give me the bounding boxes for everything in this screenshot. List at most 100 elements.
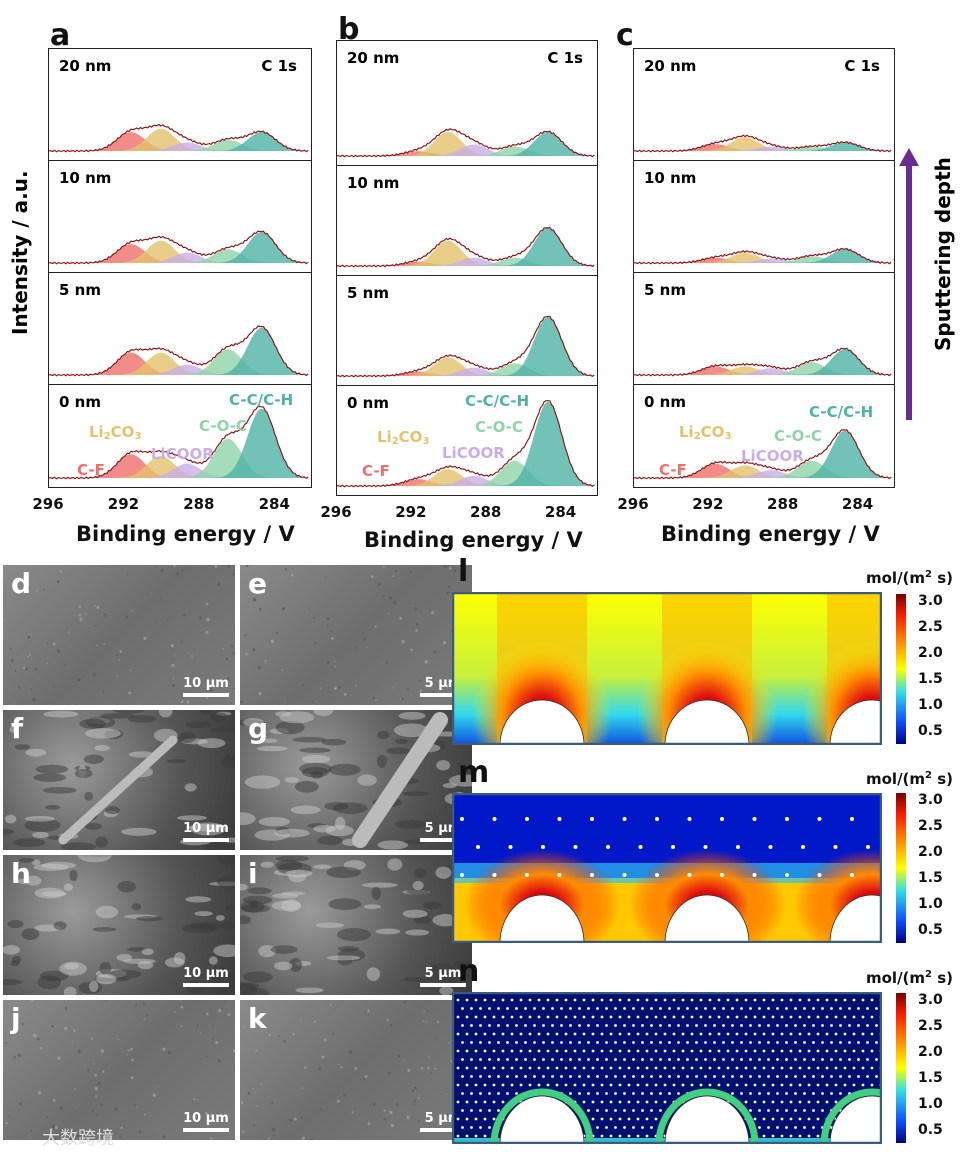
component-peak-C-C/C-H: [337, 228, 596, 266]
component-label-LiCOOR: LiCOOR: [442, 446, 505, 461]
particle-dot: [735, 1083, 739, 1087]
particle-dot: [852, 1049, 856, 1053]
particle-dot: [627, 1015, 631, 1019]
particle-dot: [479, 1007, 482, 1010]
particle-dot: [767, 1058, 770, 1061]
particle-dot: [492, 1100, 496, 1104]
component-label-text: Li: [377, 428, 392, 446]
particle-dot: [681, 1049, 685, 1053]
particle-dot: [600, 1134, 604, 1138]
particle-dot: [519, 1083, 523, 1087]
component-peak-C-C/C-H: [49, 132, 310, 151]
particle-dot: [636, 1134, 640, 1138]
surface-texture: [146, 1013, 149, 1017]
scale-bar-line: [420, 693, 466, 697]
surface-texture: [304, 1066, 307, 1069]
component-label-C-F: C-F: [659, 463, 687, 478]
particle-dot: [690, 1032, 694, 1036]
surface-texture: [389, 1110, 393, 1114]
particle-dot: [708, 1015, 712, 1019]
unit-text: mol/(m: [866, 569, 926, 587]
surface-texture: [79, 617, 83, 621]
particle-dot: [641, 1109, 644, 1112]
surface-texture: [425, 1021, 427, 1023]
particle-dot: [591, 1083, 595, 1087]
particle-dot: [501, 1100, 505, 1104]
surface-texture: [419, 689, 423, 693]
particle-dot: [525, 817, 529, 821]
surface-texture: [377, 582, 382, 586]
surface-texture: [189, 922, 223, 930]
particle-dot: [623, 1058, 626, 1061]
particle-dot: [623, 1041, 626, 1044]
surface-texture: [131, 1058, 134, 1062]
surface-texture: [364, 1075, 368, 1079]
surface-texture: [428, 1056, 430, 1058]
particle-dot: [798, 1134, 802, 1138]
surface-texture: [413, 1086, 417, 1090]
surface-texture: [402, 1059, 404, 1061]
particle-dot: [623, 1024, 626, 1027]
particle-dot: [713, 1058, 716, 1061]
particle-dot: [546, 1015, 550, 1019]
particle-dot: [569, 1041, 572, 1044]
particle-dot: [713, 1041, 716, 1044]
scale-bar-line: [183, 693, 229, 697]
xps-subplot: 20 nm C 1s: [336, 40, 598, 166]
particle-dot: [753, 1083, 757, 1087]
particle-dot: [654, 998, 658, 1002]
particle-dot: [605, 1024, 608, 1027]
particle-dot: [807, 1100, 811, 1104]
surface-texture: [217, 1059, 222, 1063]
particle-dot: [708, 998, 712, 1002]
component-peak-C-F: [49, 352, 310, 375]
particle-dot: [740, 1041, 743, 1044]
surface-texture: [415, 622, 419, 626]
surface-texture: [63, 986, 77, 995]
scale-bar: 10 µm: [183, 1111, 229, 1132]
surface-texture: [444, 1119, 447, 1122]
surface-texture: [361, 882, 398, 888]
surface-texture: [431, 969, 463, 982]
particle-dot: [663, 998, 667, 1002]
particle-dot: [456, 1134, 460, 1138]
component-peak-C-C/C-H: [49, 408, 310, 478]
component-label-text: C-F: [362, 462, 390, 480]
particle-dot: [470, 1024, 473, 1027]
particle-dot: [762, 1032, 766, 1036]
particle-dot: [713, 1075, 716, 1078]
surface-texture: [3, 978, 23, 986]
particle-dot: [848, 1058, 851, 1061]
particle-dot: [749, 1058, 752, 1061]
particle-dot: [776, 1007, 779, 1010]
surface-texture: [186, 700, 190, 704]
surface-texture: [372, 1102, 376, 1106]
surface-texture: [321, 1055, 325, 1059]
surface-texture: [127, 1049, 130, 1052]
particle-dot: [488, 1024, 491, 1027]
surface-texture: [390, 1123, 395, 1128]
surface-texture: [311, 700, 314, 703]
particle-dot: [533, 1007, 536, 1010]
particle-dot: [812, 1109, 815, 1112]
surface-texture: [171, 663, 175, 668]
surface-texture: [39, 1046, 43, 1050]
surface-texture: [217, 582, 221, 586]
particle-dot: [528, 1083, 532, 1087]
surface-texture: [264, 659, 267, 662]
surface-texture: [206, 1055, 208, 1057]
fiber-structure: [58, 735, 178, 845]
subscript: 2: [391, 436, 399, 447]
xps-subplot: 0 nm C-F Li2CO3 LiCOOR C-O-C C-C/C-H: [633, 384, 895, 488]
surface-texture: [178, 731, 196, 744]
particle-dot: [555, 1032, 559, 1036]
surface-texture: [372, 696, 376, 700]
particle-dot: [717, 1032, 721, 1036]
surface-texture: [45, 1115, 48, 1118]
particle-dot: [618, 1049, 622, 1053]
surface-texture: [442, 783, 457, 789]
envelope-fit-line: [634, 347, 892, 377]
component-label-C-C/C-H: C-C/C-H: [465, 394, 529, 409]
component-peak-C-F: [634, 257, 893, 263]
surface-texture: [439, 986, 454, 995]
